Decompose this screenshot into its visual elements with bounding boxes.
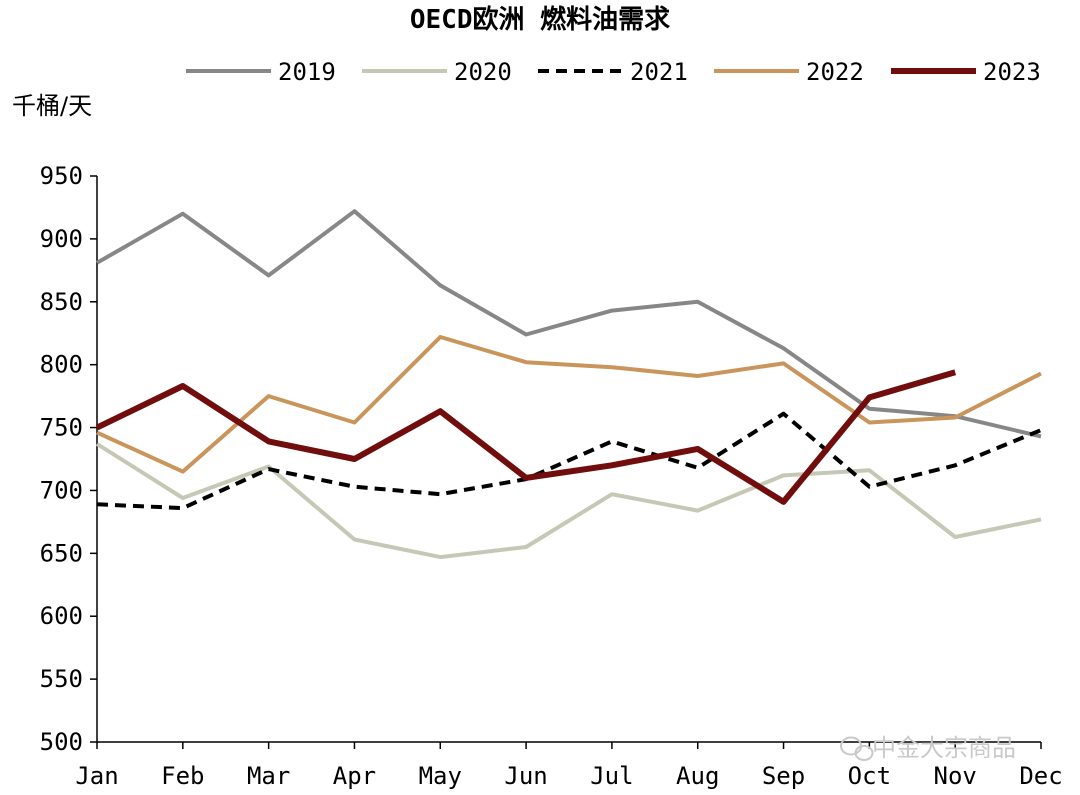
x-tick-label: Sep [762,762,805,790]
legend-label-2020: 2020 [454,58,512,86]
y-tick-label: 750 [40,414,83,442]
x-tick-label: Jun [504,762,547,790]
x-tick-label: Apr [333,762,376,790]
series-line-2023 [95,369,957,505]
watermark-text: 中金大宗商品 [872,734,1016,762]
series-line-2022 [96,335,1042,474]
chart-title: OECD欧洲 燃料油需求 [410,4,670,35]
legend-label-2022: 2022 [806,58,864,86]
x-tick-label: Feb [161,762,204,790]
y-tick-label: 500 [40,728,83,756]
legend: 2019 2020 2021 2022 2023 [186,58,1041,86]
y-tick-label: 950 [40,162,83,190]
y-axis-unit: 千桶/天 [12,92,92,120]
wechat-icon [840,736,874,761]
series-lines [95,209,1042,560]
y-tick-label: 900 [40,225,83,253]
legend-label-2021: 2021 [630,58,688,86]
x-tick-label: Oct [848,762,891,790]
x-tick-label: May [419,762,462,790]
y-tick-label: 650 [40,539,83,567]
series-line-2021 [96,411,1042,511]
y-tick-label: 700 [40,476,83,504]
y-tick-label: 850 [40,288,83,316]
x-tick-label: Dec [1019,762,1062,790]
y-tick-label: 800 [40,351,83,379]
x-tick-label: Jul [590,762,633,790]
series-line-2019 [96,209,1042,439]
watermark: 中金大宗商品 [840,734,1016,762]
x-tick-label: Jan [75,762,118,790]
y-tick-label: 550 [40,665,83,693]
x-tick-label: Nov [934,762,977,790]
legend-label-2019: 2019 [278,58,336,86]
axes: 500 550 600 650 700 750 800 850 900 950 Jan Feb Mar A… [40,162,1063,790]
x-tick-label: Aug [676,762,719,790]
y-tick-label: 600 [40,602,83,630]
x-tick-label: Mar [247,762,290,790]
legend-label-2023: 2023 [983,58,1041,86]
